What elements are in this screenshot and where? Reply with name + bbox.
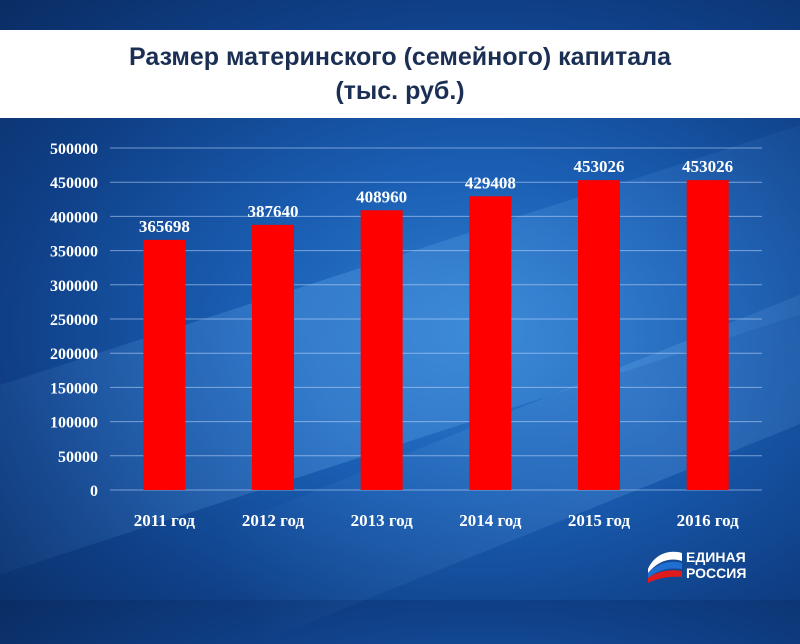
- bar: [143, 239, 186, 490]
- bars: [143, 180, 729, 491]
- data-label: 387640: [248, 202, 299, 221]
- y-tick-label: 250000: [50, 312, 98, 329]
- x-tick-label: 2016 год: [677, 511, 740, 530]
- y-tick-label: 150000: [50, 380, 98, 397]
- x-tick-label: 2014 год: [459, 511, 522, 530]
- y-tick-label: 100000: [50, 415, 98, 432]
- title-band: [0, 30, 800, 118]
- data-label: 429408: [465, 173, 516, 192]
- x-tick-label: 2011 год: [134, 511, 196, 530]
- chart-title-line-2: (тыс. руб.): [335, 77, 465, 105]
- logo-text: ЕДИНАЯ РОССИЯ: [686, 549, 766, 581]
- x-tick-label: 2012 год: [242, 511, 305, 530]
- party-logo: ЕДИНАЯ РОССИЯ: [646, 545, 766, 589]
- x-axis-ticks: 2011 год 2012 год 2013 год 2014 год 2015 год…: [134, 511, 739, 530]
- y-tick-label: 300000: [50, 278, 98, 295]
- bar-chart: 0 50000 100000 150000 200000 250000 300000 3500…: [50, 141, 762, 530]
- bar: [252, 224, 294, 490]
- y-tick-label: 200000: [50, 346, 98, 363]
- y-axis-ticks: 0 50000 100000 150000 200000 250000 300000 3500…: [50, 141, 98, 500]
- y-tick-label: 50000: [58, 449, 98, 466]
- y-tick-label: 400000: [50, 209, 98, 226]
- x-tick-label: 2015 год: [568, 511, 631, 530]
- y-tick-label: 450000: [50, 175, 98, 192]
- chart-title-line-1: Размер материнского (семейного) капитала: [129, 43, 671, 71]
- data-label: 408960: [356, 187, 407, 206]
- data-label: 453026: [682, 157, 733, 176]
- data-label: 453026: [574, 157, 625, 176]
- x-tick-label: 2013 год: [351, 511, 414, 530]
- bar: [578, 180, 620, 490]
- logo-line-1: ЕДИНАЯ: [686, 549, 746, 565]
- chart-title: Размер материнского (семейного) капитала…: [0, 40, 800, 108]
- bar: [686, 180, 729, 490]
- y-tick-label: 0: [90, 483, 98, 500]
- bear-flag-icon: [648, 551, 682, 583]
- y-tick-label: 500000: [50, 141, 98, 158]
- y-tick-label: 350000: [50, 244, 98, 261]
- data-label: 365698: [139, 217, 190, 236]
- bar: [360, 210, 403, 490]
- logo-line-2: РОССИЯ: [686, 565, 747, 581]
- data-labels: 365698 387640 408960 429408 453026 453026: [139, 157, 733, 236]
- gridlines: [110, 147, 762, 491]
- bar: [469, 196, 512, 491]
